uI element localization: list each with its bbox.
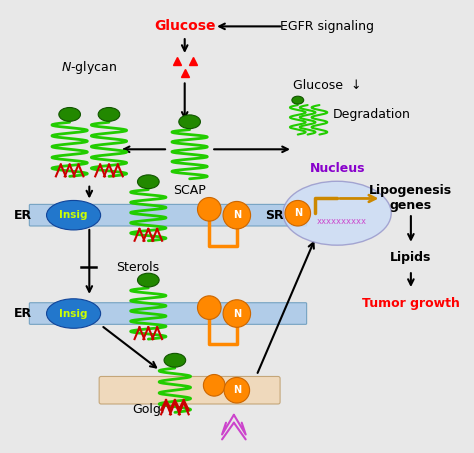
Ellipse shape xyxy=(59,107,81,121)
Text: Lipids: Lipids xyxy=(390,251,431,264)
Circle shape xyxy=(198,198,221,221)
Ellipse shape xyxy=(292,96,304,104)
Text: EGFR signaling: EGFR signaling xyxy=(280,20,374,33)
Ellipse shape xyxy=(137,273,159,287)
Circle shape xyxy=(223,202,251,229)
Text: N: N xyxy=(233,210,241,220)
FancyBboxPatch shape xyxy=(99,376,280,404)
Circle shape xyxy=(285,200,310,226)
Circle shape xyxy=(203,375,225,396)
Text: N: N xyxy=(233,308,241,318)
Ellipse shape xyxy=(283,181,391,245)
Text: ER: ER xyxy=(13,307,31,320)
Text: SCAP: SCAP xyxy=(173,184,206,197)
Text: Glucose  ↓: Glucose ↓ xyxy=(293,79,362,92)
Circle shape xyxy=(223,300,251,328)
Ellipse shape xyxy=(164,353,186,367)
Circle shape xyxy=(198,296,221,319)
FancyBboxPatch shape xyxy=(29,204,307,226)
Text: SREBP: SREBP xyxy=(265,209,311,222)
Text: Glucose: Glucose xyxy=(154,19,216,34)
Circle shape xyxy=(224,377,250,403)
Text: Insig: Insig xyxy=(59,308,88,318)
Text: xxxxxxxxxx: xxxxxxxxxx xyxy=(317,217,367,226)
FancyBboxPatch shape xyxy=(29,303,307,324)
Text: Tumor growth: Tumor growth xyxy=(362,297,460,310)
Text: ER: ER xyxy=(13,209,31,222)
Ellipse shape xyxy=(137,175,159,188)
Ellipse shape xyxy=(179,115,201,129)
Ellipse shape xyxy=(98,107,120,121)
Text: Degradation: Degradation xyxy=(333,108,410,121)
Text: Golgi: Golgi xyxy=(132,404,164,416)
Text: $\mathit{N}$-glycan: $\mathit{N}$-glycan xyxy=(61,59,118,76)
Text: Lipogenesis
genes: Lipogenesis genes xyxy=(369,184,453,212)
Text: Sterols: Sterols xyxy=(116,261,159,274)
Ellipse shape xyxy=(46,200,100,230)
Text: N: N xyxy=(233,385,241,395)
Ellipse shape xyxy=(46,299,100,328)
Text: N: N xyxy=(294,208,302,218)
Text: Insig: Insig xyxy=(59,210,88,220)
Text: Nucleus: Nucleus xyxy=(310,163,365,175)
